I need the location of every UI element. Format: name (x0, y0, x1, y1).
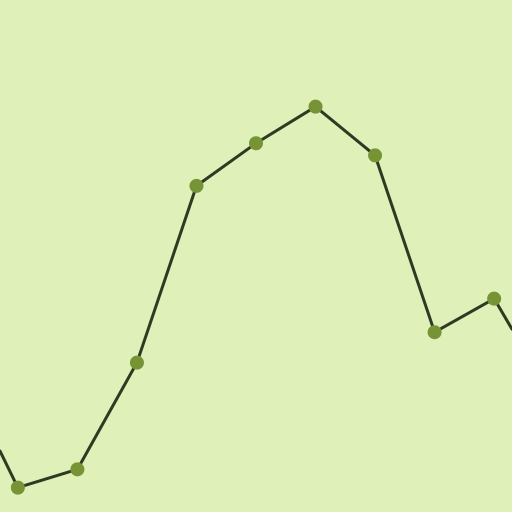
series-point-layer (10, 99, 502, 495)
series-line-segment (254, 105, 318, 145)
data-point (249, 136, 263, 151)
series-line-segment (16, 467, 79, 490)
series-line-segment (194, 141, 258, 188)
series-line-segment (373, 153, 437, 334)
data-point (189, 178, 204, 193)
data-point (70, 462, 85, 477)
series-line-segment (314, 105, 377, 157)
data-point (308, 99, 323, 114)
data-point (487, 291, 502, 306)
series-line-segment (75, 361, 139, 471)
series-line-layer (0, 105, 512, 490)
data-point (10, 480, 25, 495)
series-line-segment (135, 184, 198, 365)
series-line-segment (433, 297, 496, 334)
data-point (368, 148, 383, 163)
data-point (129, 355, 144, 370)
data-point (427, 325, 442, 340)
